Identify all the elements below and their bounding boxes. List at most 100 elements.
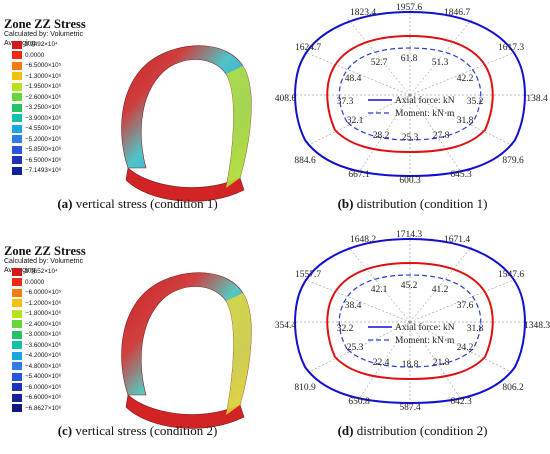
legend-label: 0.0000 xyxy=(25,278,45,286)
legend-swatch xyxy=(12,166,22,175)
caption-tag: (a) xyxy=(57,196,73,211)
axial-force-label: 879.6 xyxy=(502,156,524,166)
axial-force-label: 1547.6 xyxy=(498,270,524,280)
tunnel-model-render-a xyxy=(121,45,252,202)
tunnel-lining-outline xyxy=(326,261,494,381)
legend-label: −3.0000×10⁶ xyxy=(25,331,62,338)
moment-label: 18.8 xyxy=(402,360,419,370)
moment-label: 31.8 xyxy=(457,116,474,126)
legend-item: −1.8000×10⁶ xyxy=(12,309,61,318)
moment-outline xyxy=(338,274,482,368)
legend-swatch xyxy=(12,393,22,402)
legend-label: −7.1493×10⁶ xyxy=(25,167,62,174)
panel-d: 1714.3 1671.4 1547.6 1348.3 806.2 642.3 587.4 6… xyxy=(275,227,550,454)
legend-item: −6.8627×10⁶ xyxy=(12,404,61,413)
legend-item: 0.0000 xyxy=(12,278,44,287)
axial-force-label: 806.2 xyxy=(502,383,524,393)
distribution-diagram-d: 1714.3 1671.4 1547.6 1348.3 806.2 642.3 587.4 6… xyxy=(275,230,550,413)
legend-swatch xyxy=(12,156,22,164)
axial-force-label: 810.9 xyxy=(294,383,316,393)
legend-swatch xyxy=(12,309,22,318)
moment-label: 51.3 xyxy=(432,58,449,68)
guide-line xyxy=(409,245,473,323)
legend-label: 0.0000 xyxy=(25,51,45,59)
legend-label: −1.8000×10⁶ xyxy=(25,310,62,317)
legend-label: −6.8627×10⁶ xyxy=(25,404,62,412)
moment-label: 35.2 xyxy=(467,97,484,107)
legend-item: −5.2000×10⁶ xyxy=(12,135,61,144)
moment-label: 61.8 xyxy=(401,54,418,64)
legend-label: −1.3000×10⁶ xyxy=(25,72,62,80)
axial-force-label: 1714.3 xyxy=(396,230,422,240)
moment-label: 27.8 xyxy=(433,131,450,141)
legend-item: −3.9000×10⁶ xyxy=(12,114,61,123)
legend-label: 3.2492×10⁴ xyxy=(25,41,58,48)
tunnel-right-wall xyxy=(226,293,252,415)
moment-label: 38.4 xyxy=(345,301,362,311)
axial-force-label: 1354.4 xyxy=(275,321,296,331)
legend-swatch xyxy=(12,383,22,391)
legend-label: −3.2500×10⁶ xyxy=(25,104,62,111)
caption-d: (d) distribution (condition 2) xyxy=(275,423,550,439)
guide-line xyxy=(409,50,519,96)
axial-force-label: 1671.4 xyxy=(444,235,470,245)
legend-label: −6.6000×10⁶ xyxy=(25,394,62,401)
legend-swatch xyxy=(12,40,22,49)
legend-item: −3.6000×10⁶ xyxy=(12,341,61,350)
legend-label: −6.0000×10⁶ xyxy=(25,383,62,391)
guide-line xyxy=(409,277,519,323)
legend-item: −6.5000×10⁵ xyxy=(12,61,61,70)
legend-item: −1.3000×10⁶ xyxy=(12,72,61,81)
moment-label: 32.2 xyxy=(337,324,354,334)
legend-label: −3.6000×10⁶ xyxy=(25,341,62,349)
caption-tag: (c) xyxy=(57,423,73,438)
legend-item: −6.0000×10⁶ xyxy=(12,383,61,392)
legend-swatch xyxy=(12,362,22,370)
legend-swatch xyxy=(12,330,22,339)
legend-label: −6.0000×10⁵ xyxy=(25,289,62,296)
caption-a: (a) vertical stress (condition 1) xyxy=(0,196,275,212)
legend-item: 3.2492×10⁴ xyxy=(12,40,58,49)
axial-force-label: 1408.6 xyxy=(275,94,296,104)
legend-swatch xyxy=(12,114,22,122)
caption-text: vertical stress (condition 2) xyxy=(72,423,218,438)
legend-moment-label: Moment: kN·m xyxy=(395,336,455,346)
legend-swatch xyxy=(12,320,22,328)
legend-label: 3.0652×10⁴ xyxy=(25,268,58,275)
moment-label: 48.4 xyxy=(345,74,362,84)
tunnel-lining-outline xyxy=(326,34,494,154)
moment-label: 42.2 xyxy=(457,74,474,84)
panel-c: Zone ZZ Stress Calculated by: Volumetric… xyxy=(0,227,275,454)
legend-item: −3.0000×10⁶ xyxy=(12,330,61,339)
legend-label: −1.9500×10⁶ xyxy=(25,83,62,90)
legend-swatch xyxy=(12,51,22,59)
axial-force-label: 1846.7 xyxy=(444,8,470,18)
axial-force-label: 1648.2 xyxy=(350,235,376,245)
diagram-legend: Axial force: kN Moment: kN·m xyxy=(368,322,455,346)
legend-swatch xyxy=(12,404,22,412)
axial-force-outline xyxy=(294,237,526,405)
legend-label: −5.2000×10⁶ xyxy=(25,135,62,143)
moment-label: 45.2 xyxy=(401,281,418,291)
caption-b: (b) distribution (condition 1) xyxy=(275,196,550,212)
axial-force-label: 1823.4 xyxy=(350,8,376,18)
legend-item: 3.0652×10⁴ xyxy=(12,267,58,276)
legend-item: −6.5000×10⁶ xyxy=(12,156,61,165)
guide-line xyxy=(347,18,411,96)
legend-label: −4.8000×10⁶ xyxy=(25,362,62,370)
legend-item: −1.9500×10⁶ xyxy=(12,82,61,91)
axial-force-outline xyxy=(294,10,526,178)
legend-swatch xyxy=(12,61,22,70)
legend-swatch xyxy=(12,288,22,297)
legend-item: −6.0000×10⁵ xyxy=(12,288,61,297)
caption-text: vertical stress (condition 1) xyxy=(72,196,218,211)
axial-force-label: 1557.7 xyxy=(295,270,321,280)
legend-item: −4.8000×10⁶ xyxy=(12,362,61,371)
legend-moment-label: Moment: kN·m xyxy=(395,109,455,119)
distribution-diagram-b: 1957.6 1846.7 1617.3 138.4 879.6 645.3 600.3 66… xyxy=(275,3,548,186)
axial-force-label: 645.3 xyxy=(450,170,472,180)
axial-force-label: 138.4 xyxy=(526,94,548,104)
legend-swatch xyxy=(12,103,22,112)
guide-line xyxy=(347,245,411,323)
legend-item: −4.2000×10⁶ xyxy=(12,351,61,360)
